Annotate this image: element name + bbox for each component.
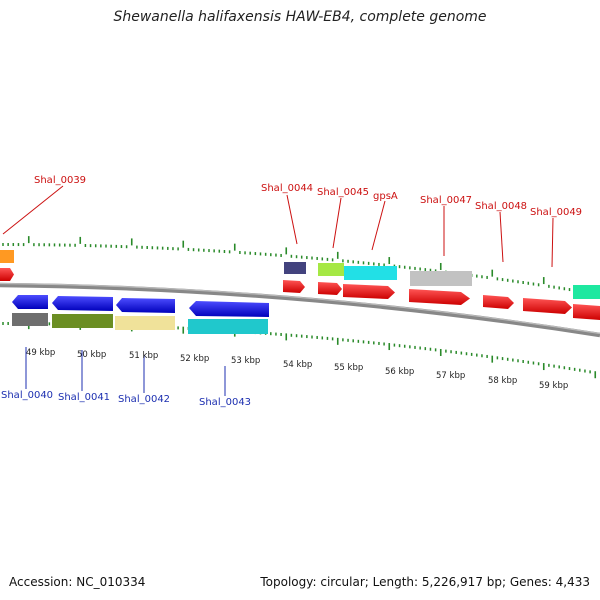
gene-arrow-shal-0044[interactable] [283, 280, 305, 293]
gene-arrow-shal-0049-b[interactable] [573, 304, 600, 320]
gene-label-shal-0042[interactable]: Shal_0042 [118, 394, 170, 405]
leader-shal-0048 [499, 211, 504, 263]
accession-label: Accession: NC_010334 [9, 575, 146, 589]
cog-box-shal-0045 [318, 263, 344, 276]
gene-label-shal-0043[interactable]: Shal_0043 [199, 397, 251, 408]
tick-marks-outer [2, 236, 597, 295]
gene-label-shal-0041[interactable]: Shal_0041 [58, 392, 110, 403]
cog-box-shal-0047 [410, 271, 472, 286]
kbp-label: 50 kbp [77, 350, 106, 360]
gene-label-shal-0049[interactable]: Shal_0049 [530, 207, 582, 218]
leader-shal-0044 [286, 194, 298, 245]
gene-arrow-shal-0049-a[interactable] [523, 298, 572, 314]
leader-shal-0045 [332, 197, 342, 249]
gene-label-shal-0039[interactable]: Shal_0039 [34, 175, 86, 186]
cog-box-shal-0049 [573, 285, 600, 299]
genome-backbone [0, 282, 600, 338]
genome-info-label: Topology: circular; Length: 5,226,917 bp… [260, 575, 590, 589]
gene-arrow-shal-0043[interactable] [189, 301, 269, 317]
kbp-label: 59 kbp [539, 381, 568, 391]
cog-box-shal-0043 [188, 319, 268, 334]
cog-box-shal-0040 [12, 313, 48, 326]
gene-label-gpsa[interactable]: gpsA [373, 191, 398, 202]
gene-arrow-shal-0047[interactable] [409, 289, 470, 305]
kbp-label: 53 kbp [231, 356, 260, 366]
kbp-label: 55 kbp [334, 363, 363, 373]
gene-label-shal-0047[interactable]: Shal_0047 [420, 195, 472, 206]
gene-arrow-shal-0048[interactable] [483, 295, 514, 309]
kbp-ruler: 49 kbp 50 kbp 51 kbp 52 kbp 53 kbp 54 kb… [26, 348, 568, 391]
gene-arrow-shal-0040[interactable] [12, 295, 48, 309]
gene-arrow-shal-0045[interactable] [318, 282, 342, 295]
gene-arrow-shal-0042[interactable] [116, 298, 175, 313]
leader-shal-0049 [551, 217, 554, 268]
gene-arrow-shal-0041[interactable] [52, 296, 113, 311]
cog-box-shal-0044 [284, 262, 306, 274]
cog-box-shal-0042 [115, 316, 175, 330]
kbp-label: 49 kbp [26, 348, 55, 358]
gene-label-shal-0045[interactable]: Shal_0045 [317, 187, 369, 198]
kbp-label: 56 kbp [385, 367, 414, 377]
gene-arrow-shal-0039[interactable] [0, 268, 14, 281]
gene-label-shal-0044[interactable]: Shal_0044 [261, 183, 313, 194]
kbp-label: 54 kbp [283, 360, 312, 370]
cog-box-shal-0039 [0, 250, 14, 263]
map-title: Shewanella halifaxensis HAW-EB4, complet… [113, 9, 487, 25]
leader-gpsa [371, 200, 386, 251]
kbp-label: 52 kbp [180, 354, 209, 364]
cog-box-gpsa [344, 266, 397, 280]
leader-shal-0039 [2, 185, 64, 235]
kbp-label: 57 kbp [436, 371, 465, 381]
gene-arrow-gpsa[interactable] [343, 284, 395, 299]
kbp-label: 51 kbp [129, 351, 158, 361]
kbp-label: 58 kbp [488, 376, 517, 386]
gene-label-shal-0048[interactable]: Shal_0048 [475, 201, 527, 212]
gene-label-shal-0040[interactable]: Shal_0040 [1, 390, 53, 401]
cog-box-shal-0041 [52, 314, 113, 328]
